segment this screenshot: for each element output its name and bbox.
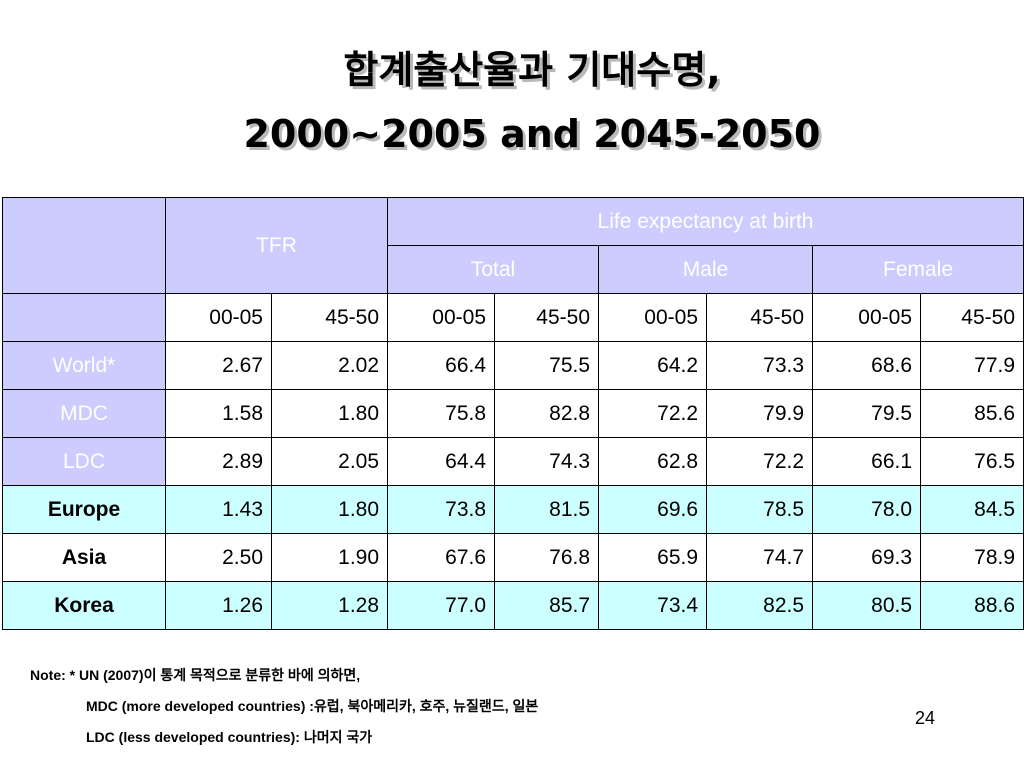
period-cell: 45-50: [270, 293, 389, 342]
table-cell: 72.2: [598, 389, 708, 438]
header-row-2: Total Male Female: [3, 245, 1024, 294]
tfr-header: TFR: [164, 197, 389, 294]
table-cell: 84.5: [920, 485, 1024, 534]
table-cell: 82.8: [494, 389, 600, 438]
period-row: 00-05 45-50 00-05 45-50 00-05 45-50 00-0…: [2, 293, 1024, 342]
table-cell: 76.8: [494, 533, 600, 582]
table-cell: 66.1: [812, 437, 922, 486]
table-row: LDC 2.89 2.05 64.4 74.3 62.8 72.2 66.1 76.5: [2, 437, 1024, 486]
table-cell: 66.4: [387, 341, 496, 390]
table-cell: 76.5: [920, 437, 1024, 486]
table-cell: 64.2: [598, 341, 708, 390]
table-cell: 62.8: [598, 437, 708, 486]
table-cell: 2.05: [270, 437, 389, 486]
title-line-1: 합계출산율과 기대수명,: [343, 48, 721, 92]
table-row: World* 2.67 2.02 66.4 75.5 64.2 73.3 68.6 77.9: [2, 341, 1024, 390]
corner-cell: [2, 197, 166, 294]
period-cell: 00-05: [812, 293, 922, 342]
row-label: Asia: [2, 533, 166, 582]
table-cell: 1.43: [165, 485, 272, 534]
table-cell: 79.9: [706, 389, 814, 438]
table-cell: 68.6: [812, 341, 922, 390]
table-cell: 73.8: [387, 485, 496, 534]
table-cell: 88.6: [920, 581, 1024, 630]
period-cell: 00-05: [387, 293, 496, 342]
period-cell: 00-05: [165, 293, 272, 342]
table-cell: 1.28: [270, 581, 389, 630]
note-line-1: Note: * UN (2007)이 통계 목적으로 분류한 바에 의하면,: [30, 667, 361, 683]
period-cell: 45-50: [920, 293, 1024, 342]
table-cell: 74.3: [494, 437, 600, 486]
table-cell: 78.5: [706, 485, 814, 534]
table-cell: 2.89: [165, 437, 272, 486]
title-line-2: 2000∼2005 and 2045-2050: [243, 112, 821, 156]
table-cell: 69.3: [812, 533, 922, 582]
table-cell: 1.58: [165, 389, 272, 438]
table-cell: 69.6: [598, 485, 708, 534]
group-header-female: Female: [812, 245, 1024, 294]
table-cell: 81.5: [494, 485, 600, 534]
data-rows: World* 2.67 2.02 66.4 75.5 64.2 73.3 68.6 77.9 MD…: [2, 341, 1024, 630]
table-cell: 77.9: [920, 341, 1024, 390]
table-cell: 85.6: [920, 389, 1024, 438]
group-header-male: Male: [598, 245, 814, 294]
period-cell: 00-05: [598, 293, 708, 342]
table-cell: 2.02: [270, 341, 389, 390]
table-cell: 64.4: [387, 437, 496, 486]
table-row: Asia 2.50 1.90 67.6 76.8 65.9 74.7 69.3 78.9: [2, 533, 1024, 582]
table-cell: 82.5: [706, 581, 814, 630]
table-cell: 75.5: [494, 341, 600, 390]
table-cell: 1.26: [165, 581, 272, 630]
table-row: Korea 1.26 1.28 77.0 85.7 73.4 82.5 80.5 88.6: [2, 581, 1024, 630]
table-cell: 65.9: [598, 533, 708, 582]
table-cell: 2.67: [165, 341, 272, 390]
period-cell: 45-50: [706, 293, 814, 342]
life-expectancy-header: Life expectancy at birth: [387, 197, 1024, 246]
note-line-3: LDC (less developed countries): 나머지 국가: [86, 729, 373, 745]
table-cell: 1.90: [270, 533, 389, 582]
table-cell: 73.3: [706, 341, 814, 390]
note-line-2: MDC (more developed countries) :유럽, 북아메리…: [86, 698, 539, 714]
table-cell: 1.80: [270, 389, 389, 438]
table-cell: 78.9: [920, 533, 1024, 582]
table-cell: 75.8: [387, 389, 496, 438]
row-label: World*: [2, 341, 166, 390]
table-cell: 67.6: [387, 533, 496, 582]
table-cell: 73.4: [598, 581, 708, 630]
table-cell: 85.7: [494, 581, 600, 630]
row-label: LDC: [2, 437, 166, 486]
period-corner-cell: [2, 293, 166, 342]
data-table: TFR Life expectancy at birth Total Male …: [2, 197, 1024, 630]
table-cell: 77.0: [387, 581, 496, 630]
table-cell: 80.5: [812, 581, 922, 630]
table-cell: 74.7: [706, 533, 814, 582]
row-label: Europe: [2, 485, 166, 534]
row-label: MDC: [2, 389, 166, 438]
table-row: Europe 1.43 1.80 73.8 81.5 69.6 78.5 78.0 84.5: [2, 485, 1024, 534]
table-cell: 72.2: [706, 437, 814, 486]
table-row: MDC 1.58 1.80 75.8 82.8 72.2 79.9 79.5 85.6: [2, 389, 1024, 438]
table-cell: 79.5: [812, 389, 922, 438]
table-cell: 2.50: [165, 533, 272, 582]
table-cell: 78.0: [812, 485, 922, 534]
period-cell: 45-50: [494, 293, 600, 342]
slide-title: 합계출산율과 기대수명, 2000∼2005 and 2045-2050: [0, 38, 1024, 166]
table-cell: 1.80: [270, 485, 389, 534]
page-number: 24: [915, 708, 936, 728]
row-label: Korea: [2, 581, 166, 630]
header-row-1: TFR Life expectancy at birth: [2, 197, 1024, 294]
group-header-total: Total: [387, 245, 600, 294]
